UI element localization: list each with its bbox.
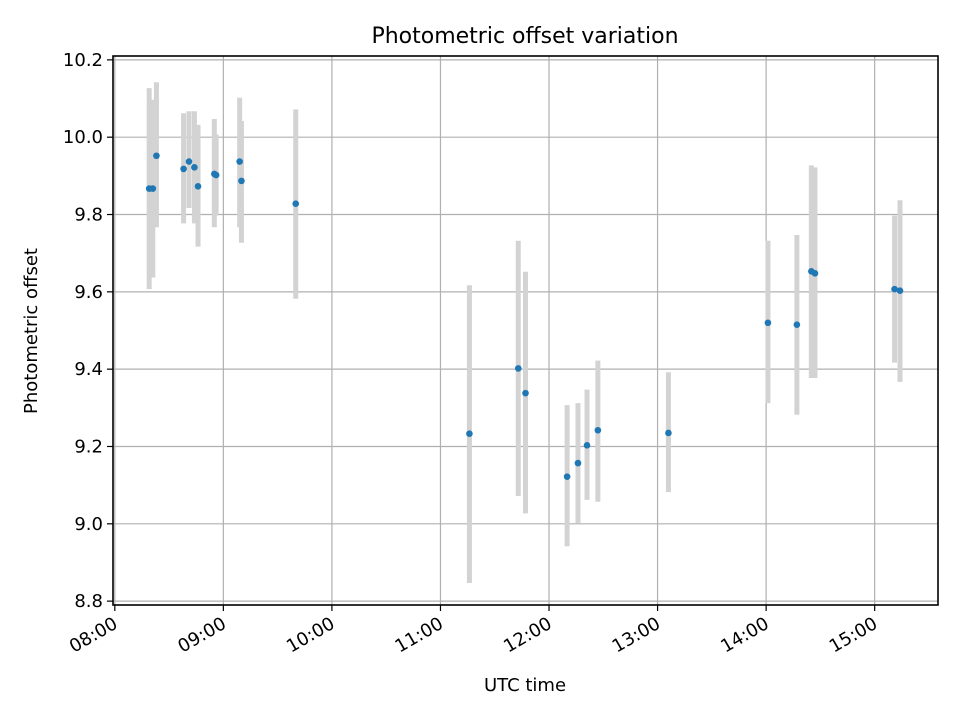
data-point [594, 426, 602, 434]
x-axis-title: UTC time [484, 675, 566, 696]
data-point [665, 429, 672, 437]
data-point [180, 165, 187, 173]
data-point [583, 442, 591, 449]
data-point [466, 430, 473, 438]
chart-title: Photometric offset variation [371, 24, 678, 49]
data-point [574, 459, 582, 467]
y-tick-label: 9.4 [74, 359, 103, 380]
data-point [764, 319, 772, 327]
y-axis-title: Photometric offset [21, 248, 42, 414]
data-point [191, 164, 198, 171]
data-points [145, 152, 904, 480]
data-point [793, 321, 801, 329]
y-tick-label: 9.8 [74, 205, 103, 226]
y-tick-label: 9.0 [74, 514, 103, 535]
y-tick-label: 10.0 [63, 127, 103, 148]
data-point [153, 152, 160, 160]
data-point [811, 269, 819, 277]
data-point [563, 473, 571, 480]
y-tick-label: 9.6 [74, 282, 103, 303]
data-point [522, 389, 529, 397]
data-point [896, 287, 904, 294]
data-point [149, 185, 157, 192]
y-tick-label: 9.2 [74, 436, 103, 457]
y-tick-label: 8.8 [74, 591, 103, 612]
data-point [891, 285, 898, 293]
data-point [236, 158, 243, 165]
plot-frame [112, 55, 939, 606]
data-point [238, 177, 245, 185]
data-point [194, 182, 202, 190]
y-axis-ticks: 8.8 9.0 9.2 9.4 9.6 9.8 10.0 10.2 [63, 50, 113, 612]
data-point [185, 158, 193, 165]
data-point [212, 171, 220, 179]
data-point [292, 200, 300, 207]
y-tick-label: 10.2 [63, 50, 103, 71]
data-point [514, 365, 522, 372]
